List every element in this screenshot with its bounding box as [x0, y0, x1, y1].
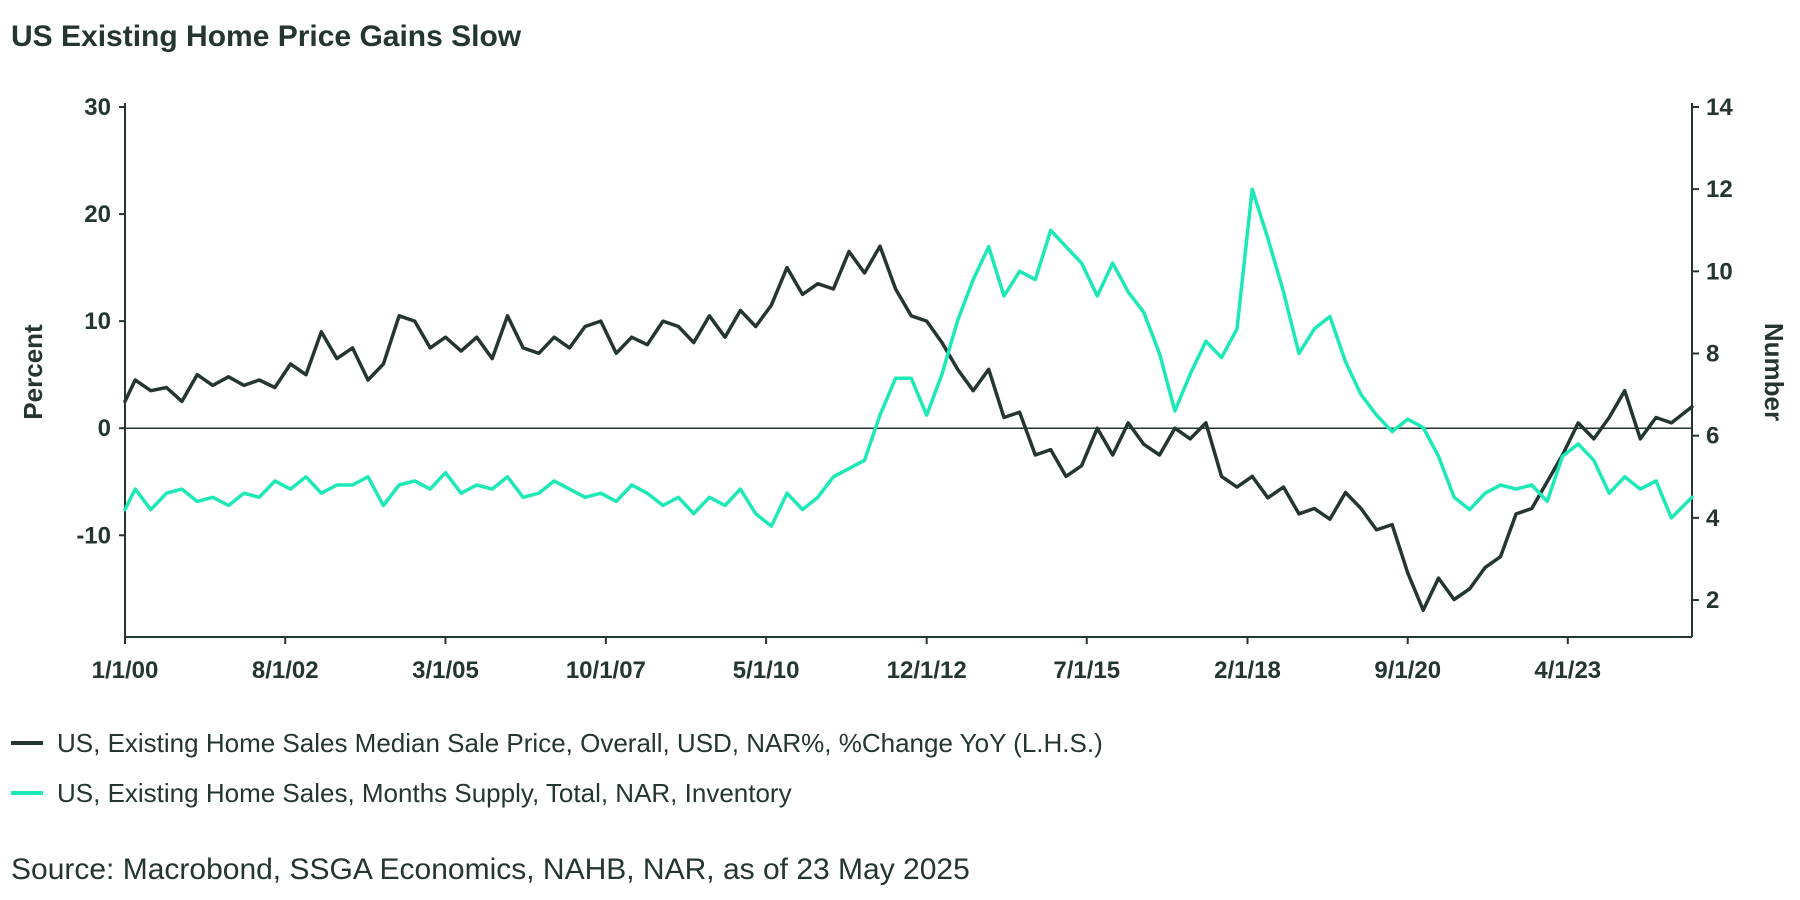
- legend: US, Existing Home Sales Median Sale Pric…: [11, 718, 1103, 818]
- y-left-tick-label: 30: [84, 94, 111, 121]
- y-left-tick-label: 0: [98, 415, 111, 442]
- legend-swatch-supply: [11, 791, 43, 795]
- y-left-tick-label: -10: [76, 522, 111, 549]
- y-right-tick-label: 2: [1706, 587, 1719, 614]
- series-layer: [123, 187, 1694, 612]
- x-tick-label: 7/1/15: [1053, 657, 1120, 684]
- y-right-tick-label: 8: [1706, 341, 1719, 368]
- x-tick-label: 10/1/07: [566, 657, 646, 684]
- labels-layer: 30 20 10 0 -10 14 12 10 8 6 4 2 1/1/00 8/1/02 3/1/05 10…: [18, 94, 1789, 684]
- x-tick-label: 4/1/23: [1534, 657, 1601, 684]
- x-tick-label: 12/1/12: [887, 657, 967, 684]
- x-tick-label: 9/1/20: [1374, 657, 1441, 684]
- legend-label-supply: US, Existing Home Sales, Months Supply, …: [57, 777, 792, 808]
- y-axis-left-title: Percent: [18, 324, 48, 420]
- x-tick-label: 5/1/10: [733, 657, 800, 684]
- x-tick-label: 8/1/02: [252, 657, 319, 684]
- y-right-tick-label: 14: [1706, 94, 1733, 121]
- y-right-tick-label: 12: [1706, 176, 1733, 203]
- legend-item-price: US, Existing Home Sales Median Sale Pric…: [11, 718, 1103, 768]
- legend-swatch-price: [11, 741, 43, 745]
- source-note: Source: Macrobond, SSGA Economics, NAHB,…: [11, 853, 970, 886]
- chart-title: US Existing Home Price Gains Slow: [11, 20, 522, 53]
- y-left-tick-label: 20: [84, 201, 111, 228]
- y-axis-right-title: Number: [1759, 323, 1789, 421]
- x-tick-label: 2/1/18: [1214, 657, 1281, 684]
- series-line-price: [123, 244, 1694, 612]
- y-left-tick-label: 10: [84, 308, 111, 335]
- y-right-tick-label: 4: [1706, 505, 1720, 532]
- legend-label-price: US, Existing Home Sales Median Sale Pric…: [57, 727, 1103, 758]
- series-line-supply: [123, 187, 1694, 528]
- y-right-tick-label: 10: [1706, 258, 1733, 285]
- axes-layer: [119, 103, 1699, 644]
- x-tick-label: 1/1/00: [92, 657, 159, 684]
- y-right-tick-label: 6: [1706, 423, 1719, 450]
- x-tick-label: 3/1/05: [412, 657, 479, 684]
- legend-item-supply: US, Existing Home Sales, Months Supply, …: [11, 768, 1103, 818]
